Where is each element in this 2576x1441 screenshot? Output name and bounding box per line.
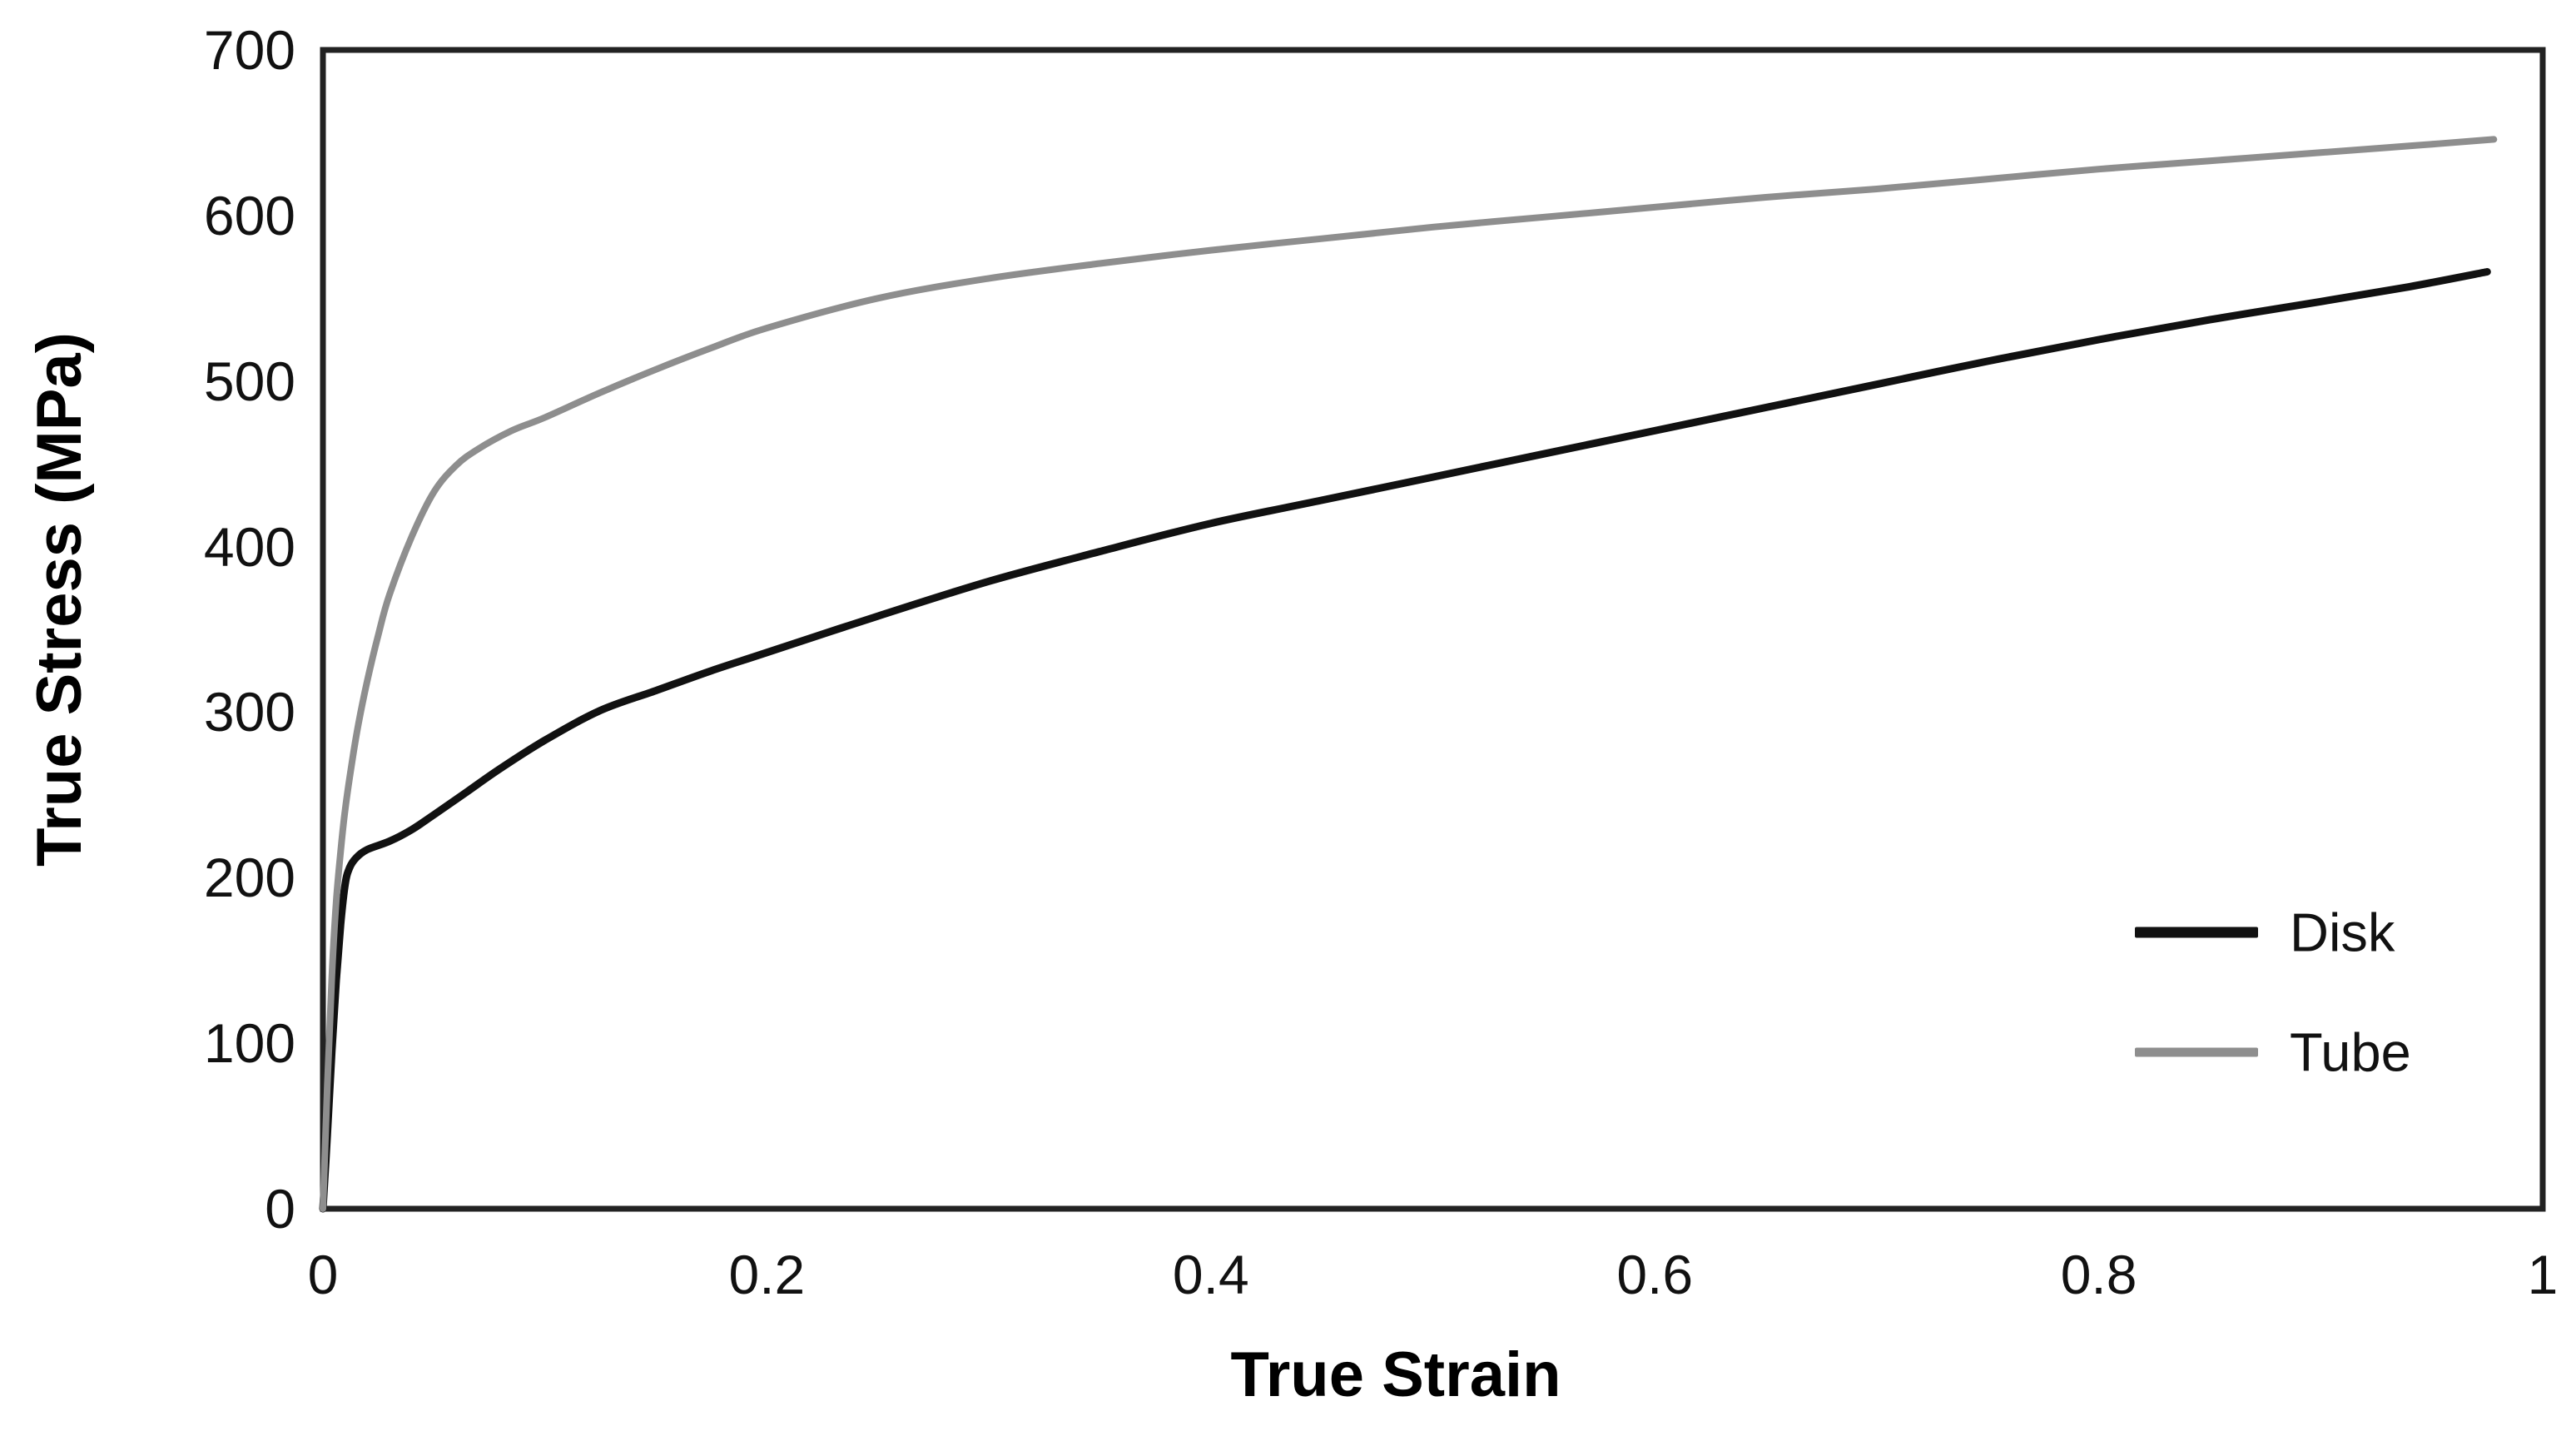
x-tick-label: 0.8 [2060, 1244, 2137, 1305]
plot-frame [320, 47, 2546, 1212]
disk-line-swatch [2135, 927, 2258, 938]
y-tick-label: 700 [203, 19, 295, 81]
x-tick-label: 0.4 [1172, 1244, 1249, 1305]
x-tick-label: 1 [2527, 1244, 2559, 1305]
y-tick-label: 600 [203, 184, 295, 246]
y-tick-label: 100 [203, 1012, 295, 1075]
legend-item-tube: Tube [2135, 1026, 2411, 1080]
legend-label-disk: Disk [2290, 902, 2395, 963]
y-tick-label: 0 [265, 1178, 295, 1240]
y-tick-label: 500 [203, 350, 295, 412]
legend-item-disk: Disk [2135, 906, 2395, 960]
y-axis-title: True Stress (MPa) [24, 332, 95, 867]
x-axis-title: True Strain [1230, 1339, 1561, 1410]
x-tick-label: 0.2 [728, 1244, 806, 1305]
x-tick-label: 0 [307, 1244, 339, 1305]
tube-series-line [320, 136, 2498, 1212]
y-tick-label: 300 [203, 681, 295, 743]
legend-label-tube: Tube [2290, 1021, 2411, 1083]
tube-line-swatch [2135, 1047, 2258, 1057]
y-tick-label: 200 [203, 847, 295, 909]
y-tick-label: 400 [203, 515, 295, 578]
x-tick-label: 0.6 [1616, 1244, 1694, 1305]
disk-series-line [319, 268, 2491, 1213]
